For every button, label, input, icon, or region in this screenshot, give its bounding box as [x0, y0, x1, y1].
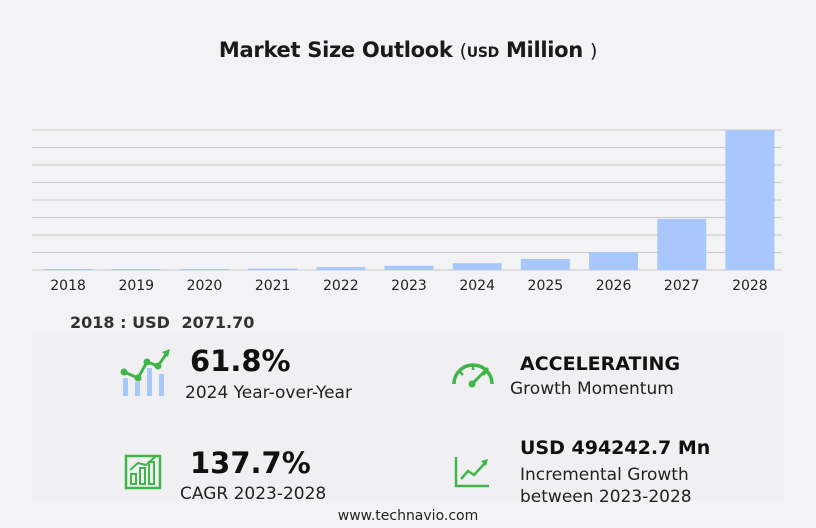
bar-2020: [179, 268, 229, 270]
bar-2023: [384, 265, 434, 270]
bar-2019: [111, 269, 161, 270]
x-tick-label: 2020: [187, 278, 223, 294]
growth-chart-icon: [120, 349, 170, 396]
x-tick-label: 2023: [391, 278, 427, 294]
trend-up-icon: [454, 457, 489, 488]
title-unit: USD: [466, 45, 499, 61]
bar-2028: [725, 130, 775, 270]
title-paren-open: (: [459, 40, 467, 62]
title-unit-rest: Million: [505, 38, 583, 62]
incremental-label-line2: between 2023-2028: [520, 487, 692, 507]
bar-2022: [316, 267, 366, 270]
speedometer-icon: [452, 363, 494, 388]
x-tick-label: 2026: [596, 278, 632, 294]
bar-chart: 2018 2019 2020 2021 2022 2023 2024 2025 2026 2027…: [32, 129, 782, 294]
bar-2025: [520, 258, 570, 270]
x-tick-label: 2019: [118, 278, 154, 294]
stats-panel: [32, 333, 784, 501]
bar-2018: [43, 269, 93, 270]
incremental-value: USD 494242.7 Mn: [520, 437, 711, 459]
incremental-label-line1: Incremental Growth: [520, 465, 689, 485]
momentum-value: ACCELERATING: [520, 353, 681, 375]
base-year-number: 2071.70: [181, 313, 255, 332]
footer-url: www.technavio.com: [337, 508, 479, 524]
x-tick-label: 2027: [664, 278, 700, 294]
base-year-label: 2018 : USD: [70, 313, 170, 332]
bar-2027: [657, 218, 707, 270]
chart-title: Market Size Outlook (USD Million ): [0, 38, 816, 62]
cagr-label: CAGR 2023-2028: [180, 484, 327, 504]
x-tick-label: 2028: [732, 278, 768, 294]
momentum-label: Growth Momentum: [510, 379, 674, 399]
yoy-value: 61.8%: [190, 344, 291, 378]
bar-2021: [248, 268, 298, 270]
cagr-value: 137.7%: [190, 446, 311, 480]
yoy-label: 2024 Year-over-Year: [185, 383, 352, 403]
title-paren-close: ): [589, 40, 598, 62]
x-tick-label: 2018: [50, 278, 86, 294]
base-year-value: 2018 : USD 2071.70: [70, 313, 254, 332]
x-tick-label: 2021: [255, 278, 291, 294]
bar-2024: [452, 263, 502, 270]
bar-2026: [589, 252, 639, 270]
x-tick-label: 2024: [459, 278, 495, 294]
x-tick-label: 2025: [528, 278, 564, 294]
bar-growth-icon: [124, 454, 162, 490]
title-text: Market Size Outlook: [218, 38, 453, 62]
x-tick-label: 2022: [323, 278, 359, 294]
